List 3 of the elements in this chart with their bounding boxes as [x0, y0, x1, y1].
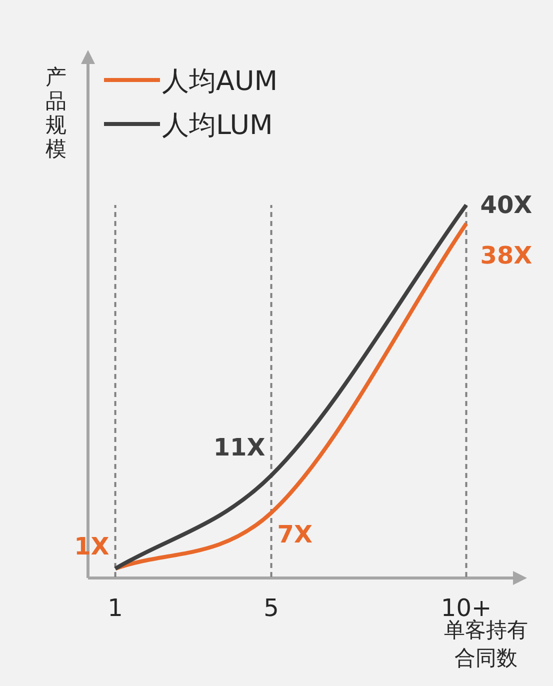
legend-label: 人均AUM [162, 66, 278, 97]
legend-label: 人均LUM [162, 110, 273, 141]
ylabel: 产品规模 [46, 65, 66, 161]
